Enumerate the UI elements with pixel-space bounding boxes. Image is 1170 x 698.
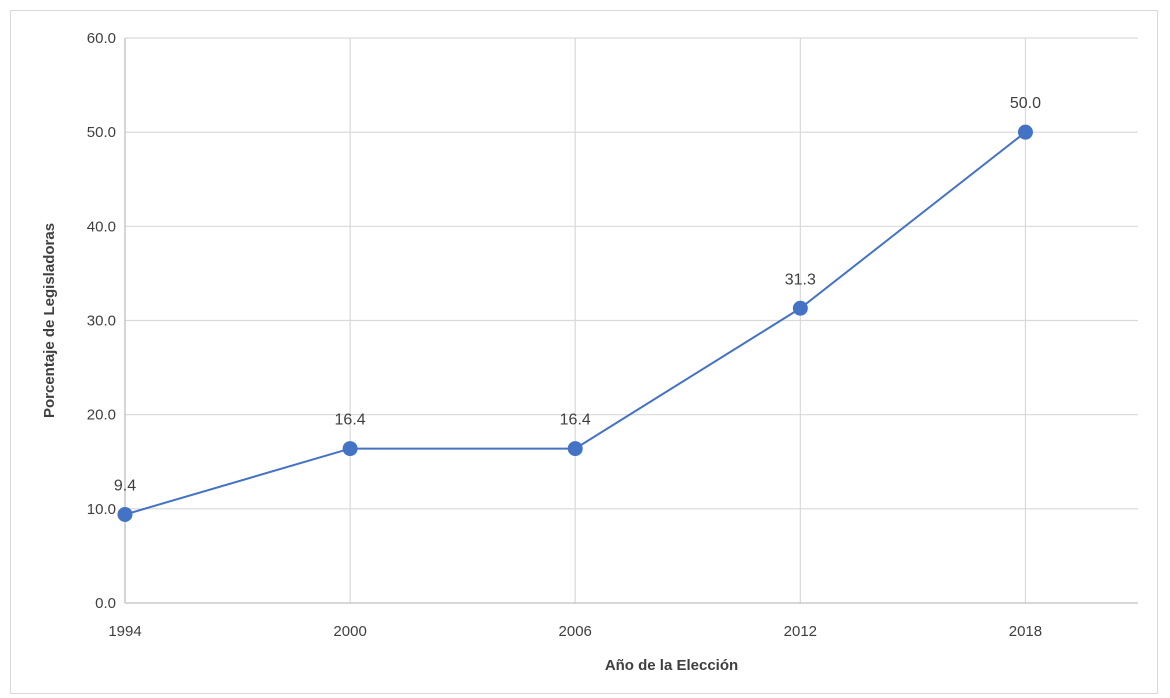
y-tick-label: 40.0 — [87, 218, 116, 235]
y-tick-label: 20.0 — [87, 407, 116, 424]
chart-frame — [10, 10, 1158, 694]
x-tick-label: 2000 — [333, 623, 366, 640]
data-label: 31.3 — [785, 271, 816, 288]
x-tick-label: 2006 — [559, 623, 592, 640]
x-tick-label: 2018 — [1009, 623, 1042, 640]
y-tick-label: 30.0 — [87, 313, 116, 330]
data-label: 16.4 — [335, 412, 366, 429]
y-axis-title: Porcentaje de Legisladoras — [41, 223, 58, 418]
grid-lines — [124, 37, 1138, 603]
y-tick-label: 10.0 — [87, 501, 116, 518]
x-tick-labels: 1994 2000 2006 2012 2018 — [108, 623, 1042, 640]
series-group — [117, 124, 1033, 522]
data-point — [1017, 124, 1033, 140]
data-label: 16.4 — [560, 412, 591, 429]
data-label: 9.4 — [114, 477, 136, 494]
x-tick-label: 2012 — [784, 623, 817, 640]
data-point — [792, 300, 808, 316]
data-point — [117, 506, 133, 522]
y-tick-label: 60.0 — [87, 30, 116, 47]
y-tick-label: 50.0 — [87, 124, 116, 141]
x-tick-label: 1994 — [108, 623, 141, 640]
y-tick-label: 0.0 — [95, 595, 116, 612]
data-point — [567, 441, 583, 457]
x-axis-title: Año de la Elección — [605, 657, 738, 674]
data-point — [342, 441, 358, 457]
y-tick-labels: 0.0 10.0 20.0 30.0 40.0 50.0 60.0 — [87, 30, 116, 612]
data-labels: 9.4 16.4 16.4 31.3 50.0 — [114, 95, 1041, 494]
data-label: 50.0 — [1010, 95, 1041, 112]
